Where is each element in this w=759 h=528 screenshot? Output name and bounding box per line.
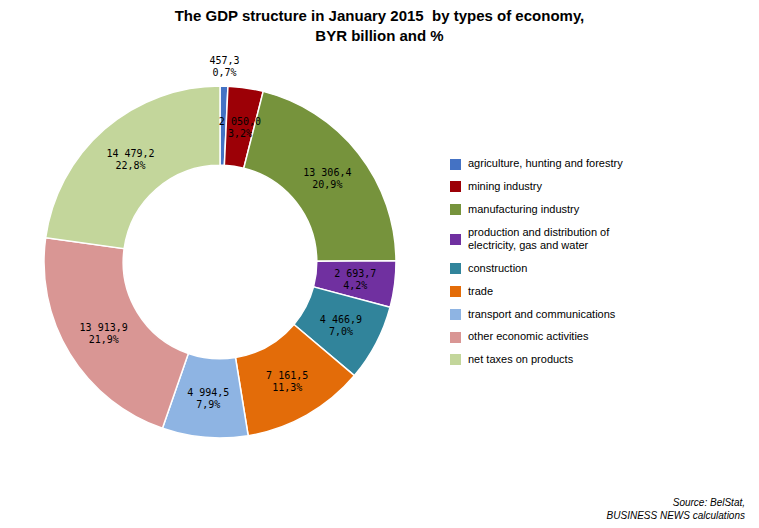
svg-text:4 466,97,0%: 4 466,97,0%	[320, 314, 362, 337]
html-text:other economic activities: other economic activities	[468, 330, 589, 343]
html-text:agriculture, hunting and fores: agriculture, hunting and forestry	[468, 157, 623, 170]
html-text:manufacturing industry: manufacturing industry	[468, 202, 580, 215]
html-text:Source: BelStat, BUSINESS NEWS: Source: BelStat, BUSINESS NEWS calculati…	[606, 497, 745, 521]
svg-text:13 306,420,9%: 13 306,420,9%	[303, 167, 351, 190]
svg-text:14 479,222,8%: 14 479,222,8%	[106, 148, 154, 171]
svg-text:13 913,921,9%: 13 913,921,9%	[80, 322, 128, 345]
html-text:construction: construction	[468, 262, 528, 274]
html-text:transport and communications: transport and communications	[468, 307, 616, 320]
svg-text:2 693,74,2%: 2 693,74,2%	[334, 268, 376, 291]
svg-text:457,30,7%: 457,30,7%	[209, 55, 239, 78]
html-text:net taxes on products: net taxes on products	[468, 353, 574, 365]
svg-text:4 994,57,9%: 4 994,57,9%	[187, 387, 229, 410]
html-text:trade: trade	[468, 284, 494, 297]
html-text:The GDP structure in January 2: The GDP structure in January 2015 by typ…	[174, 7, 585, 44]
svg-text:2 050,03,2%: 2 050,03,2%	[219, 116, 261, 139]
svg-text:7 161,511,3%: 7 161,511,3%	[266, 370, 308, 393]
html-text:production and distribution of: production and distribution of electrici…	[468, 225, 610, 252]
html-text:mining industry: mining industry	[468, 180, 542, 192]
